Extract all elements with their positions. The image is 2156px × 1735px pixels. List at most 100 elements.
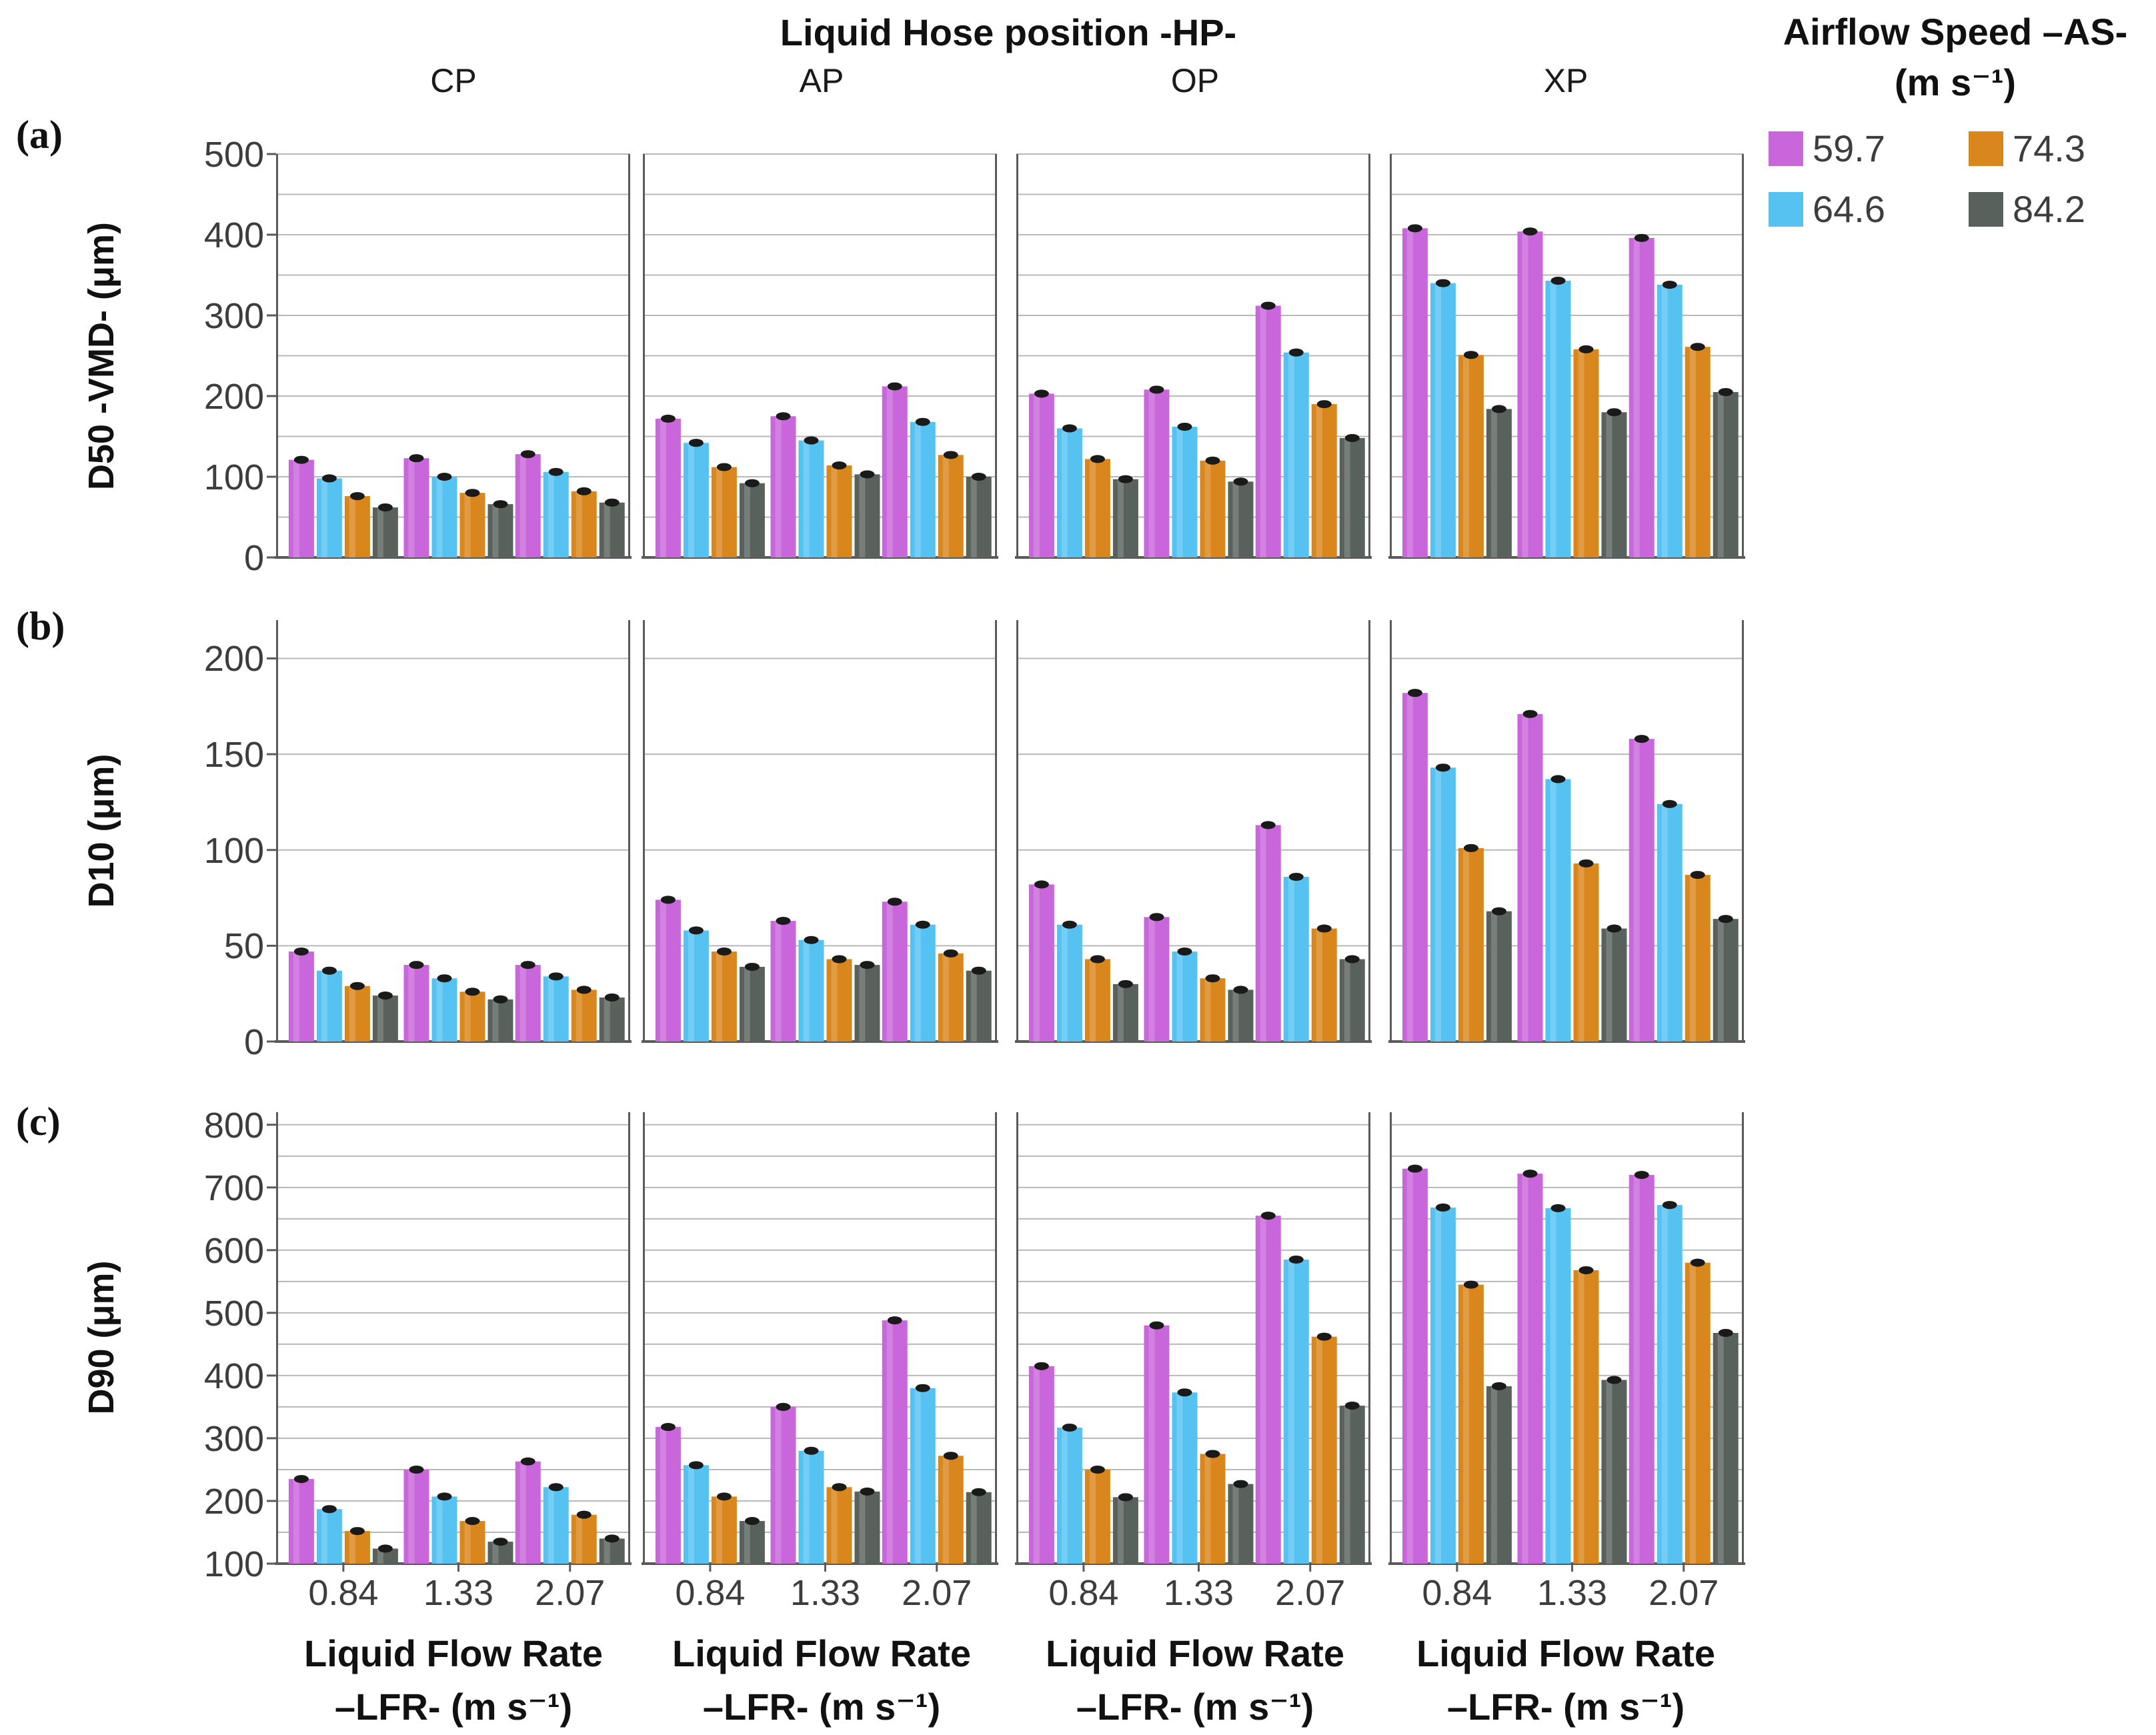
bar-a-XP-2.07-84.2 <box>1713 391 1739 557</box>
bar-b-OP-1.33-64.6 <box>1172 951 1198 1042</box>
error-marker <box>1118 475 1133 483</box>
bar-highlight <box>1316 928 1322 1042</box>
bar-highlight <box>1288 352 1294 557</box>
bar-highlight <box>1033 393 1040 557</box>
error-marker <box>915 1384 930 1392</box>
y-tick-label-a-300: 300 <box>203 296 264 336</box>
bar-b-CP-1.33-84.2 <box>487 999 513 1042</box>
bar-a-OP-1.33-74.3 <box>1200 460 1226 557</box>
bar-highlight <box>1061 1427 1068 1564</box>
bar-c-CP-0.84-74.3 <box>344 1531 370 1564</box>
x-axis-title-op: Liquid Flow Rate –LFR- (m s⁻¹) <box>1046 1627 1344 1734</box>
y-tick-label-b-200: 200 <box>203 639 264 679</box>
legend-title-line1: Airflow Speed –AS- <box>1783 11 2128 53</box>
bar-c-CP-1.33-59.7 <box>403 1469 429 1564</box>
legend: Airflow Speed –AS- (m s⁻¹) 59.7 74.3 64.… <box>1769 7 2142 231</box>
bar-b-AP-1.33-84.2 <box>854 965 880 1042</box>
error-marker <box>1034 1362 1049 1370</box>
error-marker <box>1606 924 1622 933</box>
error-marker <box>465 1517 480 1526</box>
bar-a-XP-2.07-64.6 <box>1657 285 1683 557</box>
error-marker <box>1718 1328 1733 1337</box>
error-marker <box>1205 1450 1220 1458</box>
bar-b-XP-0.84-59.7 <box>1402 693 1428 1042</box>
bar-b-OP-0.84-74.3 <box>1084 959 1110 1042</box>
x-tick-label-AP-1.33: 1.33 <box>790 1573 861 1613</box>
error-marker <box>1344 1402 1360 1410</box>
bar-a-AP-2.07-84.2 <box>966 477 992 557</box>
y-tick-label-b-50: 50 <box>223 926 264 967</box>
bar-a-AP-0.84-74.3 <box>711 467 737 557</box>
error-marker <box>1578 345 1594 353</box>
bar-highlight <box>1260 1216 1266 1564</box>
bar-highlight <box>1462 355 1469 557</box>
bar-highlight <box>576 1514 582 1564</box>
bar-c-AP-0.84-74.3 <box>711 1496 737 1564</box>
error-marker <box>660 1423 676 1432</box>
error-marker <box>548 467 564 476</box>
bar-highlight <box>1462 847 1469 1042</box>
bar-c-OP-2.07-84.2 <box>1339 1406 1365 1564</box>
error-marker <box>437 974 452 983</box>
bar-b-AP-2.07-59.7 <box>882 902 908 1042</box>
bar-b-AP-0.84-59.7 <box>655 900 681 1042</box>
bar-a-XP-0.84-84.2 <box>1486 409 1512 557</box>
error-marker <box>1177 422 1192 431</box>
error-marker <box>1316 400 1332 409</box>
chart-panel-a-CP <box>267 153 632 559</box>
chart-panel-b-CP <box>267 620 632 1043</box>
bar-a-AP-2.07-64.6 <box>910 421 936 557</box>
y-tick-label-c-800: 800 <box>203 1105 264 1146</box>
bar-highlight <box>519 454 526 557</box>
bar-c-CP-1.33-74.3 <box>459 1521 485 1564</box>
bar-highlight <box>519 965 526 1042</box>
bar-highlight <box>408 1469 415 1564</box>
bar-a-CP-0.84-84.2 <box>372 507 398 557</box>
bar-highlight <box>1316 404 1322 557</box>
error-marker <box>1662 1201 1677 1210</box>
bar-highlight <box>716 951 722 1042</box>
bar-highlight <box>349 986 355 1042</box>
bar-highlight <box>464 992 471 1042</box>
bar-a-AP-2.07-59.7 <box>882 386 908 557</box>
bar-c-XP-1.33-84.2 <box>1601 1380 1627 1564</box>
error-marker <box>943 949 958 958</box>
error-marker <box>576 487 592 495</box>
bar-highlight <box>1578 1270 1584 1564</box>
chart-panel-c-XP <box>1388 1112 1745 1572</box>
bar-c-CP-1.33-64.6 <box>431 1496 457 1564</box>
error-marker <box>915 920 930 929</box>
bar-highlight <box>831 465 838 557</box>
error-marker <box>1522 227 1538 236</box>
error-marker <box>1407 1164 1422 1173</box>
bar-b-OP-1.33-59.7 <box>1144 917 1170 1042</box>
error-marker <box>971 473 986 481</box>
error-marker <box>1316 924 1332 933</box>
panel-header-ap: AP <box>799 62 844 99</box>
panel-header-op: OP <box>1170 62 1220 99</box>
bar-b-OP-1.33-84.2 <box>1228 990 1254 1042</box>
error-marker <box>493 500 508 509</box>
chart-panel-a-OP <box>1015 153 1372 559</box>
error-marker <box>493 1538 508 1546</box>
bar-a-CP-2.07-84.2 <box>599 502 625 557</box>
bar-c-OP-0.84-84.2 <box>1112 1497 1138 1564</box>
bar-c-XP-0.84-64.6 <box>1430 1207 1456 1564</box>
error-marker <box>1522 1170 1538 1178</box>
bar-highlight <box>1176 426 1183 557</box>
bar-highlight <box>831 959 838 1042</box>
bar-highlight <box>377 1548 383 1564</box>
bar-b-AP-0.84-84.2 <box>739 966 765 1042</box>
error-marker <box>1205 974 1220 983</box>
chart-panel-c-AP <box>642 1112 998 1572</box>
bar-c-OP-2.07-59.7 <box>1255 1216 1281 1564</box>
row-label-b: (b) <box>16 604 65 648</box>
bar-b-AP-0.84-64.6 <box>683 930 709 1042</box>
bar-highlight <box>942 455 949 557</box>
y-tick-label-b-0: 0 <box>243 1022 264 1062</box>
bar-highlight <box>436 1496 443 1564</box>
bar-a-CP-2.07-59.7 <box>515 454 541 557</box>
bar-highlight <box>1061 924 1068 1042</box>
error-marker <box>1260 1212 1276 1220</box>
x-axis-title-line1: Liquid Flow Rate <box>1046 1632 1344 1674</box>
